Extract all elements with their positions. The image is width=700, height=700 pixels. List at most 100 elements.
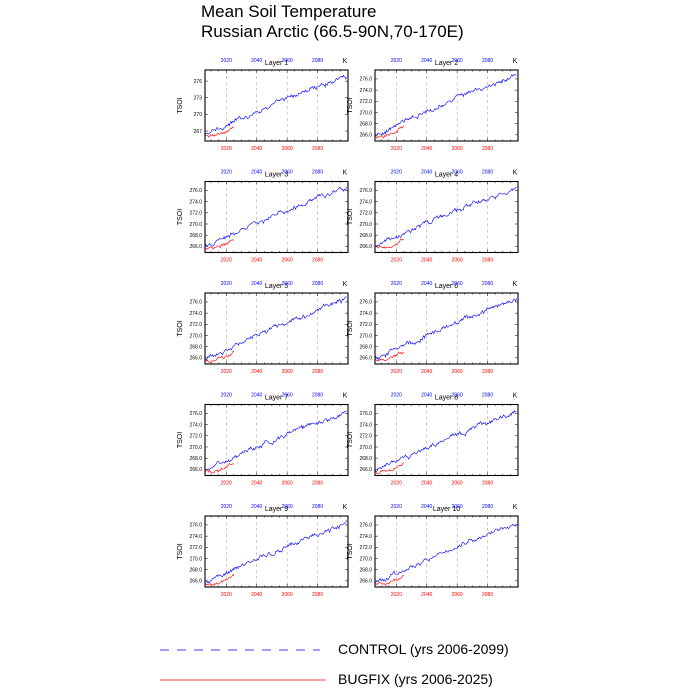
plot-frame bbox=[204, 180, 349, 254]
y-tick-label: 272.0 bbox=[189, 211, 202, 217]
panel-layer-5: Layer 5 K TSOI 266.0 268.0 270.0 272.0 274.0 276… bbox=[177, 281, 349, 375]
series-control-line bbox=[374, 186, 517, 247]
x-tick-label-bottom: 2060 bbox=[282, 369, 293, 375]
y-tick-label: 268.0 bbox=[189, 567, 202, 573]
plot-frame bbox=[204, 515, 349, 588]
y-tick-label: 276.0 bbox=[359, 188, 372, 194]
x-tick-label-bottom: 2020 bbox=[221, 592, 232, 598]
y-tick-label: 273 bbox=[194, 96, 203, 102]
panel-title: Layer 2 bbox=[435, 60, 458, 67]
panel-layer-7: Layer 7 K TSOI 266.0 268.0 270.0 272.0 274.0 276… bbox=[177, 393, 349, 487]
y-tick-label: 266.0 bbox=[359, 244, 372, 250]
y-tick-label: 276.0 bbox=[189, 300, 202, 306]
panel-layer-2: Layer 2 K TSOI 266.0 268.0 270.0 272.0 274.0 276… bbox=[347, 58, 519, 152]
series-bugfix-line bbox=[204, 573, 235, 586]
x-tick-label-top: 2080 bbox=[482, 504, 493, 510]
x-tick-label-top: 2040 bbox=[251, 170, 262, 176]
panel-layer-6: Layer 6 K TSOI 266.0 268.0 270.0 272.0 274.0 276… bbox=[347, 281, 519, 375]
x-tick-label-bottom: 2020 bbox=[391, 258, 402, 264]
y-tick-label: 266.0 bbox=[189, 579, 202, 585]
units-label: K bbox=[343, 170, 348, 177]
x-tick-label-top: 2040 bbox=[251, 281, 262, 287]
panel-grid: Layer 1 K TSOI 267 270 273 276 2020 2020 2040 2040… bbox=[177, 58, 519, 598]
x-tick-label-top: 2080 bbox=[312, 170, 323, 176]
x-tick-label-top: 2060 bbox=[282, 170, 293, 176]
y-tick-label: 270.0 bbox=[359, 556, 372, 562]
x-tick-label-bottom: 2080 bbox=[312, 592, 323, 598]
y-tick-label: 274.0 bbox=[189, 199, 202, 205]
panel-title: Layer 9 bbox=[265, 506, 288, 513]
x-tick-label-top: 2040 bbox=[421, 504, 432, 510]
series-bugfix-line bbox=[204, 350, 235, 364]
y-axis-label: TSOI bbox=[177, 432, 184, 448]
panel-layer-10: Layer 10 K TSOI 266.0 268.0 270.0 272.0 274.0 27… bbox=[347, 504, 519, 598]
plot-frame bbox=[374, 292, 519, 365]
x-tick-label-top: 2040 bbox=[421, 281, 432, 287]
x-tick-label-top: 2080 bbox=[312, 281, 323, 287]
x-tick-label-bottom: 2020 bbox=[221, 258, 232, 264]
units-label: K bbox=[343, 281, 348, 288]
series-control-line bbox=[374, 298, 517, 361]
y-tick-label: 270.0 bbox=[189, 222, 202, 228]
y-tick-label: 272.0 bbox=[189, 322, 202, 328]
legend-control-label: CONTROL (yrs 2006-2099) bbox=[338, 641, 509, 657]
x-tick-label-bottom: 2040 bbox=[251, 481, 262, 487]
y-tick-label: 276.0 bbox=[359, 300, 372, 306]
x-tick-label-bottom: 2040 bbox=[251, 369, 262, 375]
y-tick-label: 266.0 bbox=[189, 244, 202, 250]
x-tick-label-bottom: 2080 bbox=[482, 481, 493, 487]
x-tick-label-top: 2060 bbox=[452, 281, 463, 287]
x-tick-label-bottom: 2040 bbox=[421, 369, 432, 375]
y-tick-label: 266.0 bbox=[359, 356, 372, 362]
panel-title: Layer 1 bbox=[265, 60, 288, 67]
x-tick-label-bottom: 2040 bbox=[251, 258, 262, 264]
panel-title: Layer 4 bbox=[435, 172, 458, 179]
series-bugfix-line bbox=[374, 575, 405, 587]
x-tick-label-top: 2040 bbox=[251, 393, 262, 399]
series-bugfix-line bbox=[204, 126, 235, 138]
x-tick-label-bottom: 2040 bbox=[251, 592, 262, 598]
units-label: K bbox=[513, 58, 518, 65]
y-tick-label: 266.0 bbox=[189, 467, 202, 473]
y-tick-label: 270.0 bbox=[189, 333, 202, 339]
x-tick-label-bottom: 2040 bbox=[421, 481, 432, 487]
figure-title: Mean Soil Temperature bbox=[201, 2, 376, 21]
series-bugfix-line bbox=[374, 462, 405, 474]
y-tick-label: 272.0 bbox=[359, 322, 372, 328]
y-tick-label: 272.0 bbox=[189, 434, 202, 440]
x-tick-label-top: 2040 bbox=[251, 58, 262, 64]
y-tick-label: 270.0 bbox=[189, 445, 202, 451]
y-axis-label: TSOI bbox=[347, 320, 354, 336]
x-tick-label-top: 2020 bbox=[221, 281, 232, 287]
x-tick-label-top: 2080 bbox=[312, 58, 323, 64]
x-tick-label-bottom: 2040 bbox=[421, 258, 432, 264]
x-tick-label-bottom: 2060 bbox=[282, 258, 293, 264]
y-tick-label: 274.0 bbox=[189, 422, 202, 428]
x-tick-label-top: 2020 bbox=[391, 170, 402, 176]
y-tick-label: 274.0 bbox=[189, 534, 202, 540]
x-tick-label-top: 2060 bbox=[452, 58, 463, 64]
panel-layer-1: Layer 1 K TSOI 267 270 273 276 2020 2020 2040 2040… bbox=[177, 58, 349, 152]
panel-layer-4: Layer 4 K TSOI 266.0 268.0 270.0 272.0 274.0 276… bbox=[347, 170, 519, 264]
x-tick-label-bottom: 2080 bbox=[482, 369, 493, 375]
x-tick-label-top: 2060 bbox=[282, 504, 293, 510]
y-tick-label: 268.0 bbox=[189, 233, 202, 239]
y-axis-label: TSOI bbox=[347, 209, 354, 225]
x-tick-label-top: 2020 bbox=[221, 504, 232, 510]
y-axis-label: TSOI bbox=[347, 432, 354, 448]
y-tick-label: 268.0 bbox=[359, 233, 372, 239]
y-tick-label: 270.0 bbox=[359, 110, 372, 116]
x-tick-label-top: 2040 bbox=[421, 393, 432, 399]
series-control-line bbox=[204, 74, 347, 135]
plot-frame bbox=[374, 180, 519, 254]
y-tick-label: 276.0 bbox=[359, 77, 372, 83]
x-tick-label-bottom: 2060 bbox=[452, 146, 463, 152]
units-label: K bbox=[513, 393, 518, 400]
units-label: K bbox=[343, 58, 348, 65]
y-tick-label: 270.0 bbox=[189, 556, 202, 562]
y-tick-label: 266.0 bbox=[359, 579, 372, 585]
y-axis-label: TSOI bbox=[177, 543, 184, 559]
y-tick-label: 266.0 bbox=[189, 356, 202, 362]
